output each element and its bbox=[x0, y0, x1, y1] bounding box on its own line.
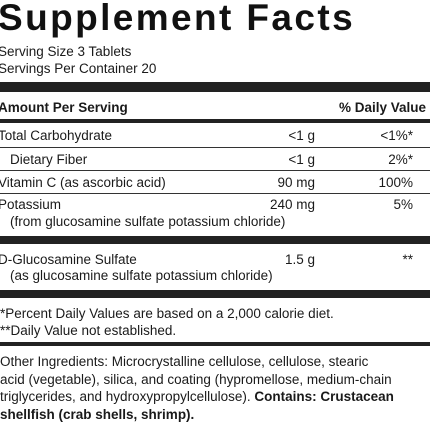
nutrient-name: Vitamin C (as ascorbic acid) bbox=[0, 175, 166, 190]
allergen-label: Contains: Crustacean bbox=[254, 389, 394, 404]
nutrient-amount: <1 g bbox=[288, 152, 315, 167]
nutrient-source: (from glucosamine sulfate potassium chlo… bbox=[10, 214, 286, 229]
medium-divider bbox=[0, 119, 430, 123]
row-divider bbox=[0, 193, 430, 194]
amount-per-serving-header: Amount Per Serving bbox=[0, 100, 128, 115]
nutrient-name: D-Glucosamine Sulfate bbox=[0, 252, 137, 267]
footnote-daily-value: *Percent Daily Values are based on a 2,0… bbox=[0, 306, 334, 321]
daily-value-header: % Daily Value bbox=[339, 100, 427, 115]
nutrient-amount: 1.5 g bbox=[284, 252, 315, 267]
footnote-not-established: **Daily Value not established. bbox=[0, 323, 177, 338]
nutrient-dv: ** bbox=[402, 252, 413, 267]
nutrient-dv: 2%* bbox=[388, 152, 413, 167]
panel-title: Supplement Facts bbox=[0, 0, 356, 38]
ingredients-line: triglycerides, and hydroxypropylcellulos… bbox=[0, 388, 430, 406]
nutrient-name: Dietary Fiber bbox=[10, 152, 88, 167]
nutrient-amount: <1 g bbox=[288, 128, 315, 143]
ingredients-line: acid (vegetable), silica, and coating (h… bbox=[0, 371, 392, 387]
ingredients-text: triglycerides, and hydroxypropylcellulos… bbox=[0, 389, 255, 404]
bottom-divider bbox=[0, 342, 430, 346]
nutrient-source: (as glucosamine sulfate potassium chlori… bbox=[10, 268, 273, 283]
nutrient-name: Potassium bbox=[0, 197, 62, 212]
servings-per-container: Servings Per Container 20 bbox=[0, 61, 157, 76]
serving-size: Serving Size 3 Tablets bbox=[0, 44, 132, 59]
row-divider bbox=[0, 170, 430, 171]
nutrient-amount: 90 mg bbox=[277, 175, 315, 190]
row-divider bbox=[0, 147, 430, 148]
thick-divider bbox=[0, 236, 430, 244]
allergen-detail: shellfish (crab shells, shrimp). bbox=[0, 406, 195, 422]
nutrient-dv: 5% bbox=[393, 197, 413, 212]
other-ingredients: Other Ingredients: Microcrystalline cell… bbox=[0, 353, 430, 423]
thick-divider bbox=[0, 82, 430, 92]
nutrient-dv: <1%* bbox=[380, 128, 413, 143]
ingredients-line: Other Ingredients: Microcrystalline cell… bbox=[0, 354, 369, 369]
nutrient-name: Total Carbohydrate bbox=[0, 128, 113, 143]
nutrient-dv: 100% bbox=[378, 175, 413, 190]
nutrient-amount: 240 mg bbox=[269, 197, 315, 212]
thick-divider bbox=[0, 290, 430, 298]
